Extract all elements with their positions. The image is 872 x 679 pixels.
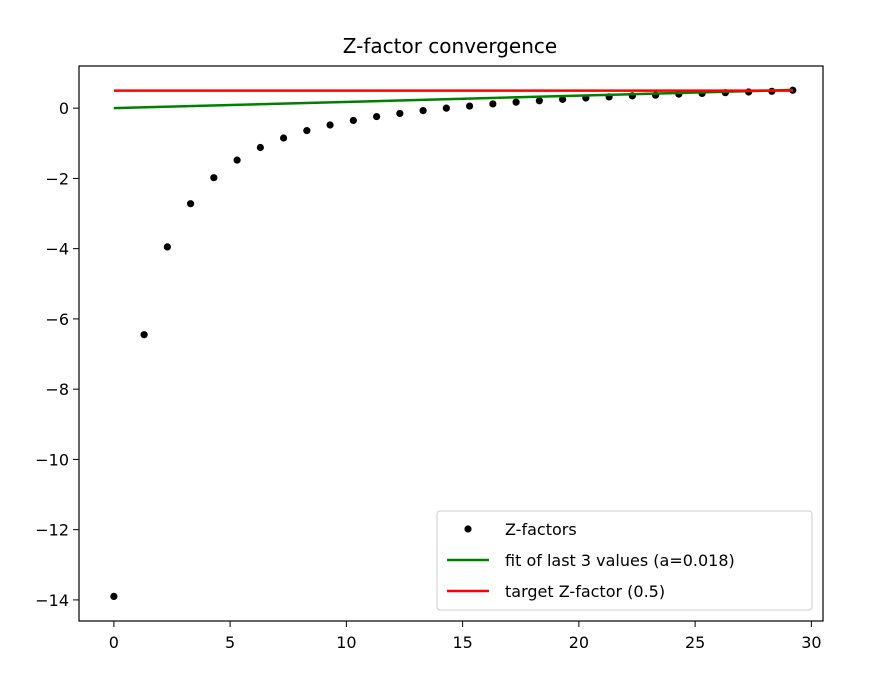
y-tick-label: −14 [35, 591, 69, 610]
y-tick-label: 0 [59, 99, 69, 118]
z-factor-point [396, 109, 404, 118]
z-factor-point [419, 107, 427, 115]
y-tick-label: −10 [35, 450, 69, 469]
legend-label-target: target Z-factor (0.5) [505, 582, 665, 601]
x-tick-label: 5 [225, 633, 235, 652]
z-factor-point [163, 243, 171, 251]
z-factor-point [326, 121, 334, 129]
z-factor-point [535, 97, 543, 105]
z-factor-point [210, 174, 218, 182]
y-tick-label: −12 [35, 521, 69, 540]
legend: Z-factors fit of last 3 values (a=0.018)… [436, 510, 813, 611]
chart-title: Z-factor convergence [343, 34, 557, 58]
z-factor-point [280, 134, 288, 142]
legend-label-fit: fit of last 3 values (a=0.018) [505, 551, 735, 570]
x-axis: 0 5 10 15 20 25 30 [109, 621, 822, 652]
legend-marker-z-factors [464, 525, 472, 533]
legend-box [436, 510, 813, 611]
x-tick-label: 10 [336, 633, 356, 652]
x-tick-label: 25 [685, 633, 705, 652]
z-factor-point [373, 112, 381, 121]
z-factor-point [489, 100, 497, 108]
x-tick-label: 15 [452, 633, 472, 652]
z-factor-point [140, 331, 148, 339]
fit-line [113, 88, 793, 110]
z-factor-point [512, 98, 520, 106]
z-factor-point [349, 116, 357, 125]
y-tick-label: −8 [45, 380, 69, 399]
x-tick-label: 20 [569, 633, 589, 652]
legend-label-z-factors: Z-factors [505, 520, 577, 539]
x-tick-label: 30 [801, 633, 821, 652]
plot-frame [78, 65, 824, 622]
z-factor-point [442, 104, 450, 112]
z-factor-point [559, 95, 567, 103]
y-tick-label: −2 [45, 169, 69, 188]
y-tick-label: −6 [45, 310, 69, 329]
x-tick-label: 0 [109, 633, 119, 652]
z-factor-point [187, 200, 195, 208]
z-factor-point [466, 102, 474, 110]
z-factor-point [256, 143, 264, 152]
z-factor-point [233, 156, 241, 164]
y-axis: 0 −2 −4 −6 −8 −10 −12 −14 [35, 99, 79, 610]
z-factor-point [110, 592, 118, 601]
y-tick-label: −4 [45, 240, 69, 259]
z-factor-point [303, 127, 311, 135]
